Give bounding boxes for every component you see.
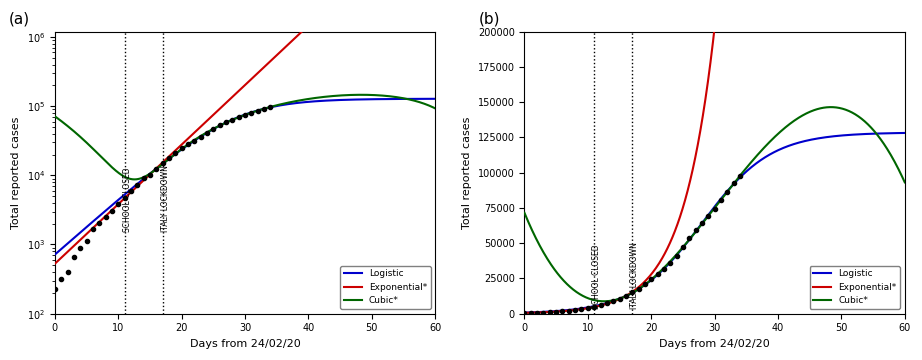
Legend: Logistic, Exponential*, Cubic*: Logistic, Exponential*, Cubic* [810,266,900,309]
X-axis label: Days from 24/02/20: Days from 24/02/20 [659,339,770,349]
Text: ITALY LOCKDOWN: ITALY LOCKDOWN [160,166,170,232]
Legend: Logistic, Exponential*, Cubic*: Logistic, Exponential*, Cubic* [340,266,431,309]
Y-axis label: Total reported cases: Total reported cases [462,116,472,229]
Text: SCHOOL CLOSED: SCHOOL CLOSED [592,245,601,309]
Text: ITALY LOCKDOWN: ITALY LOCKDOWN [631,243,639,309]
Text: (b): (b) [479,11,501,26]
Y-axis label: Total reported cases: Total reported cases [11,116,21,229]
X-axis label: Days from 24/02/20: Days from 24/02/20 [190,339,301,349]
Text: (a): (a) [9,11,30,26]
Text: SCHOOL CLOSED: SCHOOL CLOSED [123,168,132,232]
